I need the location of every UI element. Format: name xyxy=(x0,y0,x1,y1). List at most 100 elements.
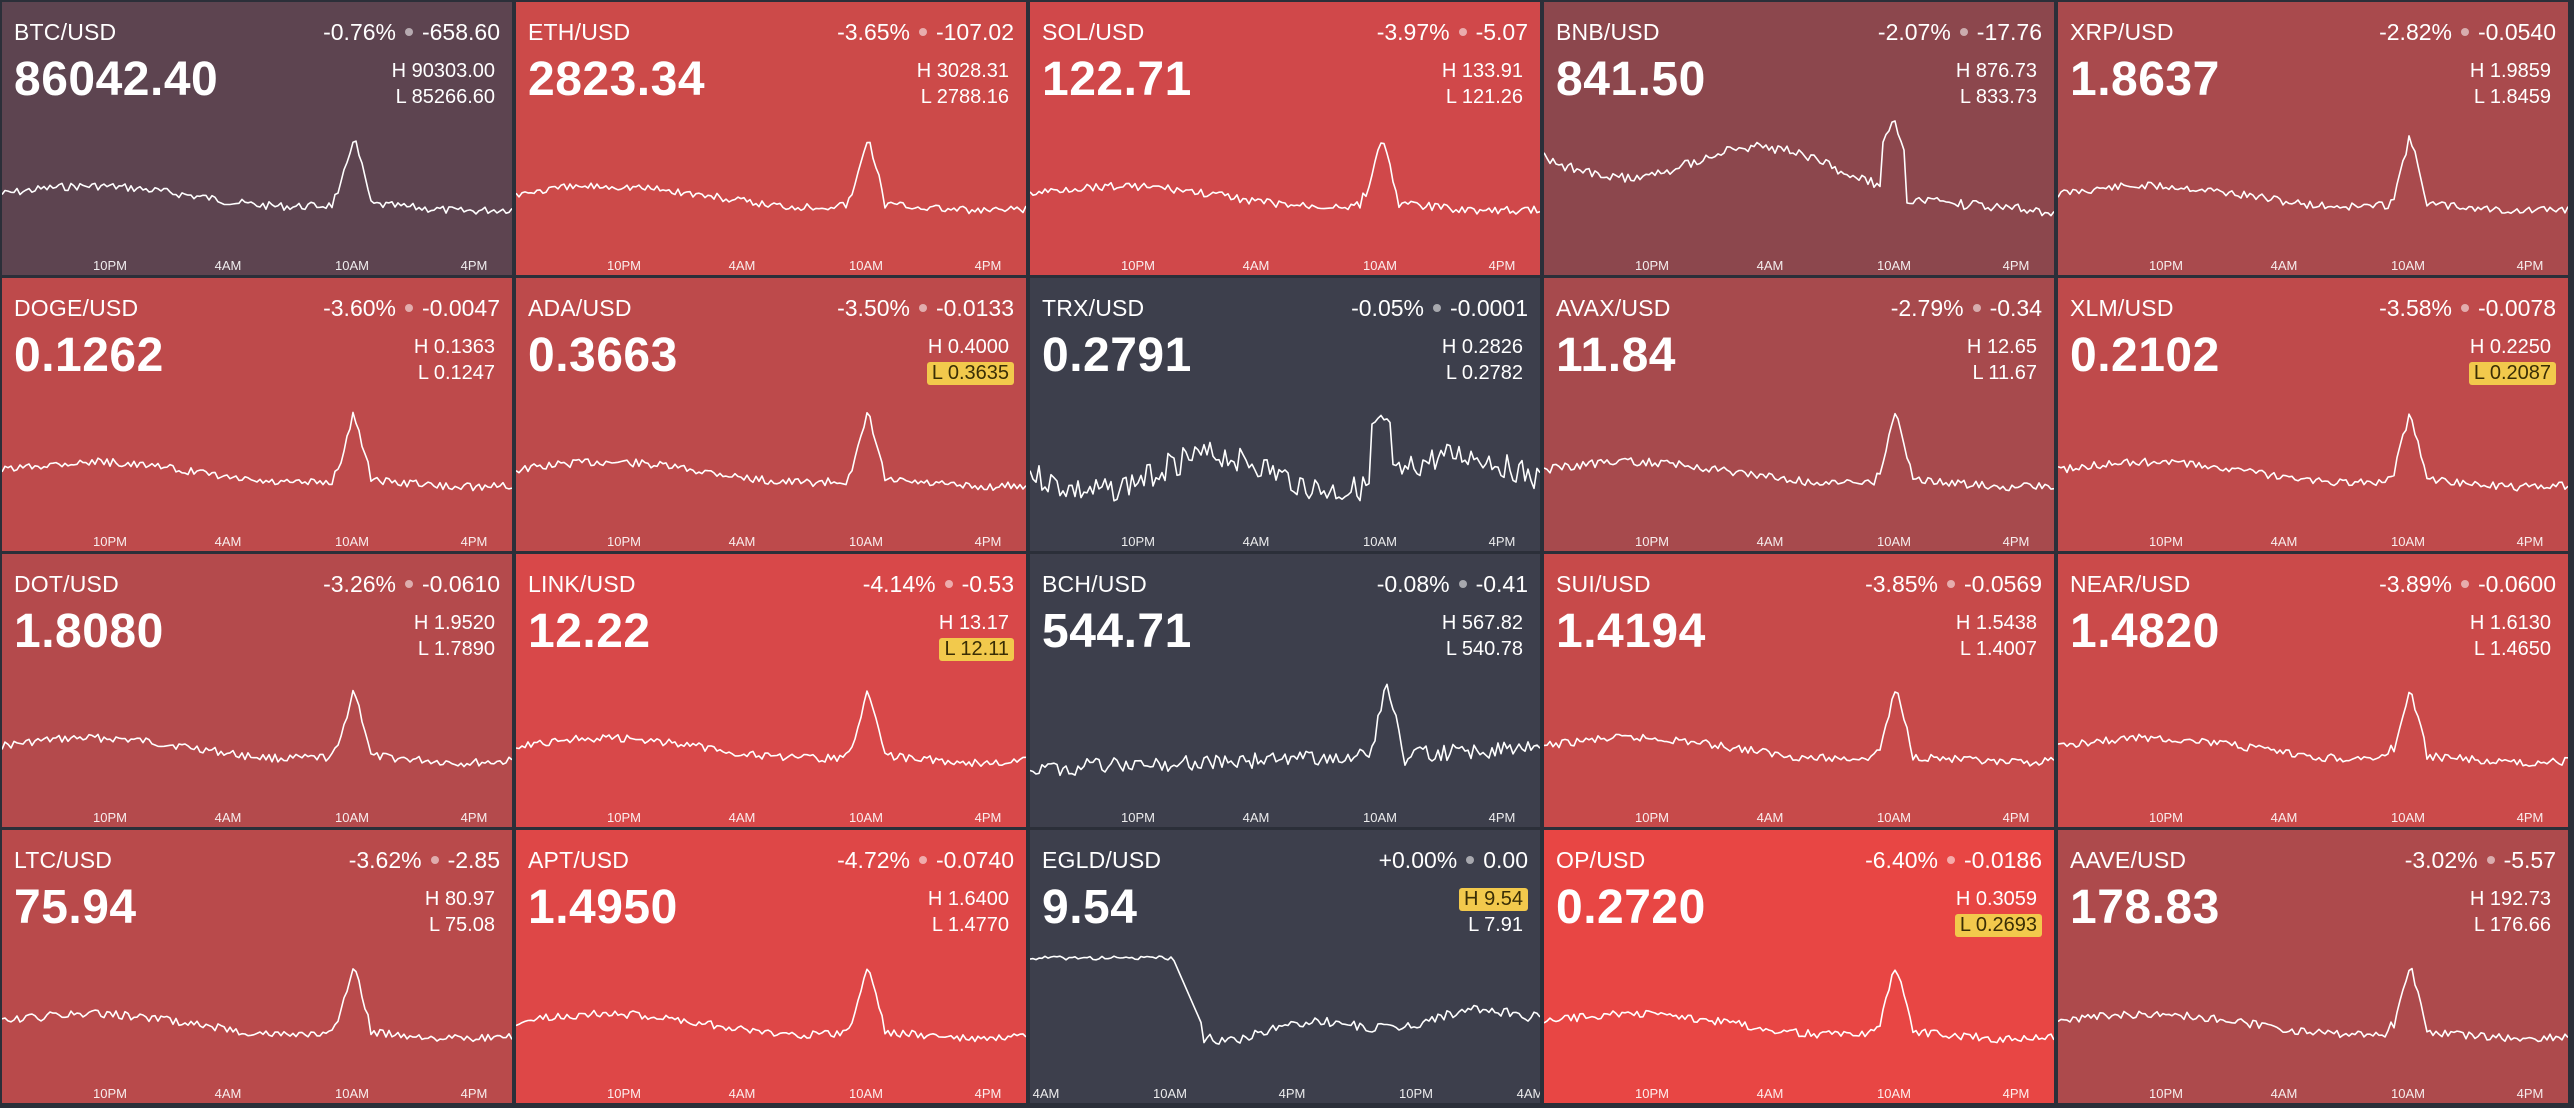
high-value: 876.73 xyxy=(1975,60,2037,82)
ticker-tile-near-usd[interactable]: NEAR/USD -3.89% -0.0600 1.4820 H 1.6130 L… xyxy=(2058,554,2568,827)
absolute-change: -0.0740 xyxy=(935,847,1014,873)
sparkline-path xyxy=(1544,969,2054,1044)
low-label: L xyxy=(931,914,943,936)
day-high: H 1.6400 xyxy=(923,888,1014,911)
low-value: 1.4770 xyxy=(947,914,1009,936)
time-tick-label: 10PM xyxy=(2149,534,2183,549)
ticker-tile-avax-usd[interactable]: AVAX/USD -2.79% -0.34 11.84 H 12.65 L 11.… xyxy=(1544,278,2054,551)
ticker-tile-doge-usd[interactable]: DOGE/USD -3.60% -0.0047 0.1262 H 0.1363 L… xyxy=(2,278,512,551)
ticker-change: -2.82% -0.0540 xyxy=(2379,19,2556,46)
ticker-tile-apt-usd[interactable]: APT/USD -4.72% -0.0740 1.4950 H 1.6400 L … xyxy=(516,830,1026,1103)
low-value: 1.7890 xyxy=(433,638,495,660)
time-tick-label: 4PM xyxy=(974,534,1002,549)
ticker-tile-op-usd[interactable]: OP/USD -6.40% -0.0186 0.2720 H 0.3059 L 0… xyxy=(1544,830,2054,1103)
time-tick-label: 10PM xyxy=(607,1086,641,1101)
ticker-change: -2.07% -17.76 xyxy=(1878,19,2042,46)
low-value: 11.67 xyxy=(1988,362,2037,384)
ticker-tile-egld-usd[interactable]: EGLD/USD +0.00% 0.00 9.54 H 9.54 L 7.91 4… xyxy=(1030,830,1540,1103)
price-sparkline xyxy=(1544,120,2054,217)
high-value: 3028.31 xyxy=(936,60,1009,82)
low-value: 1.4650 xyxy=(2489,638,2551,660)
time-tick-label: 4PM xyxy=(2516,1086,2544,1101)
time-tick-label: 10AM xyxy=(849,1086,883,1101)
high-label: H xyxy=(1955,60,1971,82)
time-axis: 10PM 4AM 10AM 4PM xyxy=(516,1086,1026,1102)
price-sparkline xyxy=(1030,683,1540,777)
ticker-tile-link-usd[interactable]: LINK/USD -4.14% -0.53 12.22 H 13.17 L 12.… xyxy=(516,554,1026,827)
time-tick-label: 10AM xyxy=(2391,1086,2425,1101)
day-low: L 1.4650 xyxy=(2469,638,2556,661)
time-tick-label: 4PM xyxy=(460,534,488,549)
separator-dot-icon xyxy=(2460,27,2469,36)
separator-dot-icon xyxy=(2486,855,2495,864)
day-high: H 1.5438 xyxy=(1951,612,2042,635)
sparkline-path xyxy=(516,690,1026,768)
absolute-change: -0.0540 xyxy=(2477,19,2556,45)
ticker-tile-dot-usd[interactable]: DOT/USD -3.26% -0.0610 1.8080 H 1.9520 L … xyxy=(2,554,512,827)
percent-change: -3.58% xyxy=(2379,295,2452,321)
time-tick-label: 10AM xyxy=(335,1086,369,1101)
low-label: L xyxy=(920,86,932,108)
ticker-symbol: DOGE/USD xyxy=(14,295,139,321)
last-price: 11.84 xyxy=(1556,329,1676,382)
time-tick-label: 10PM xyxy=(93,810,127,825)
high-value: 90303.00 xyxy=(411,60,495,82)
separator-dot-icon xyxy=(918,855,927,864)
percent-change: -3.62% xyxy=(348,847,422,873)
last-price: 1.8080 xyxy=(14,605,164,658)
ticker-tile-xlm-usd[interactable]: XLM/USD -3.58% -0.0078 0.2102 H 0.2250 L … xyxy=(2058,278,2568,551)
absolute-change: -17.76 xyxy=(1976,19,2042,45)
last-price: 75.94 xyxy=(14,881,137,934)
day-low: L 540.78 xyxy=(1441,638,1528,661)
ticker-tile-eth-usd[interactable]: ETH/USD -3.65% -107.02 2823.34 H 3028.31 … xyxy=(516,2,1026,275)
ticker-tile-ada-usd[interactable]: ADA/USD -3.50% -0.0133 0.3663 H 0.4000 L … xyxy=(516,278,1026,551)
time-axis: 4AM 10AM 4PM 10PM 4AM xyxy=(1030,1086,1540,1102)
time-tick-label: 4AM xyxy=(1756,1086,1784,1101)
price-sparkline xyxy=(2058,135,2568,214)
day-high: H 3028.31 xyxy=(912,60,1014,83)
separator-dot-icon xyxy=(918,27,927,36)
ticker-tile-btc-usd[interactable]: BTC/USD -0.76% -658.60 86042.40 H 90303.0… xyxy=(2,2,512,275)
ticker-tile-aave-usd[interactable]: AAVE/USD -3.02% -5.57 178.83 H 192.73 L 1… xyxy=(2058,830,2568,1103)
price-sparkline xyxy=(1544,691,2054,767)
ticker-change: -3.62% -2.85 xyxy=(349,847,500,874)
time-tick-label: 4PM xyxy=(1278,1086,1306,1101)
separator-dot-icon xyxy=(404,579,413,588)
ticker-tile-trx-usd[interactable]: TRX/USD -0.05% -0.0001 0.2791 H 0.2826 L … xyxy=(1030,278,1540,551)
ticker-tile-bnb-usd[interactable]: BNB/USD -2.07% -17.76 841.50 H 876.73 L 8… xyxy=(1544,2,2054,275)
high-value: 0.3059 xyxy=(1975,888,2037,910)
separator-dot-icon xyxy=(1458,579,1467,588)
time-tick-label: 10AM xyxy=(2391,258,2425,273)
time-axis: 10PM 4AM 10AM 4PM xyxy=(2058,810,2568,826)
sparkline-path xyxy=(516,141,1026,215)
time-axis: 10PM 4AM 10AM 4PM xyxy=(2,258,512,274)
percent-change: -3.02% xyxy=(2404,847,2478,873)
ticker-tile-xrp-usd[interactable]: XRP/USD -2.82% -0.0540 1.8637 H 1.9859 L … xyxy=(2058,2,2568,275)
day-high: H 0.2250 xyxy=(2465,336,2556,359)
time-tick-label: 4AM xyxy=(1242,534,1270,549)
time-tick-label: 4AM xyxy=(214,810,242,825)
sparkline-path xyxy=(1544,120,2054,217)
day-high: H 0.2826 xyxy=(1437,336,1528,359)
ticker-tile-sui-usd[interactable]: SUI/USD -3.85% -0.0569 1.4194 H 1.5438 L … xyxy=(1544,554,2054,827)
day-high: H 12.65 xyxy=(1962,336,2042,359)
ticker-change: -3.65% -107.02 xyxy=(837,19,1014,46)
day-high: H 9.54 xyxy=(1459,888,1528,911)
time-axis: 10PM 4AM 10AM 4PM xyxy=(1544,534,2054,550)
ticker-symbol: DOT/USD xyxy=(14,571,119,597)
high-label: H xyxy=(927,336,943,358)
price-sparkline xyxy=(2058,967,2568,1043)
sparkline-path xyxy=(2,140,512,215)
last-price: 2823.34 xyxy=(528,53,706,106)
day-low: L 1.7890 xyxy=(413,638,500,661)
time-tick-label: 4PM xyxy=(2516,810,2544,825)
ticker-tile-ltc-usd[interactable]: LTC/USD -3.62% -2.85 75.94 H 80.97 L 75.0… xyxy=(2,830,512,1103)
ticker-tile-sol-usd[interactable]: SOL/USD -3.97% -5.07 122.71 H 133.91 L 12… xyxy=(1030,2,1540,275)
time-tick-label: 4PM xyxy=(974,810,1002,825)
ticker-change: -2.79% -0.34 xyxy=(1891,295,2042,322)
high-value: 1.9859 xyxy=(2489,60,2551,82)
separator-dot-icon xyxy=(2460,579,2469,588)
ticker-tile-bch-usd[interactable]: BCH/USD -0.08% -0.41 544.71 H 567.82 L 54… xyxy=(1030,554,1540,827)
high-value: 0.2826 xyxy=(1461,336,1523,358)
separator-dot-icon xyxy=(430,855,439,864)
